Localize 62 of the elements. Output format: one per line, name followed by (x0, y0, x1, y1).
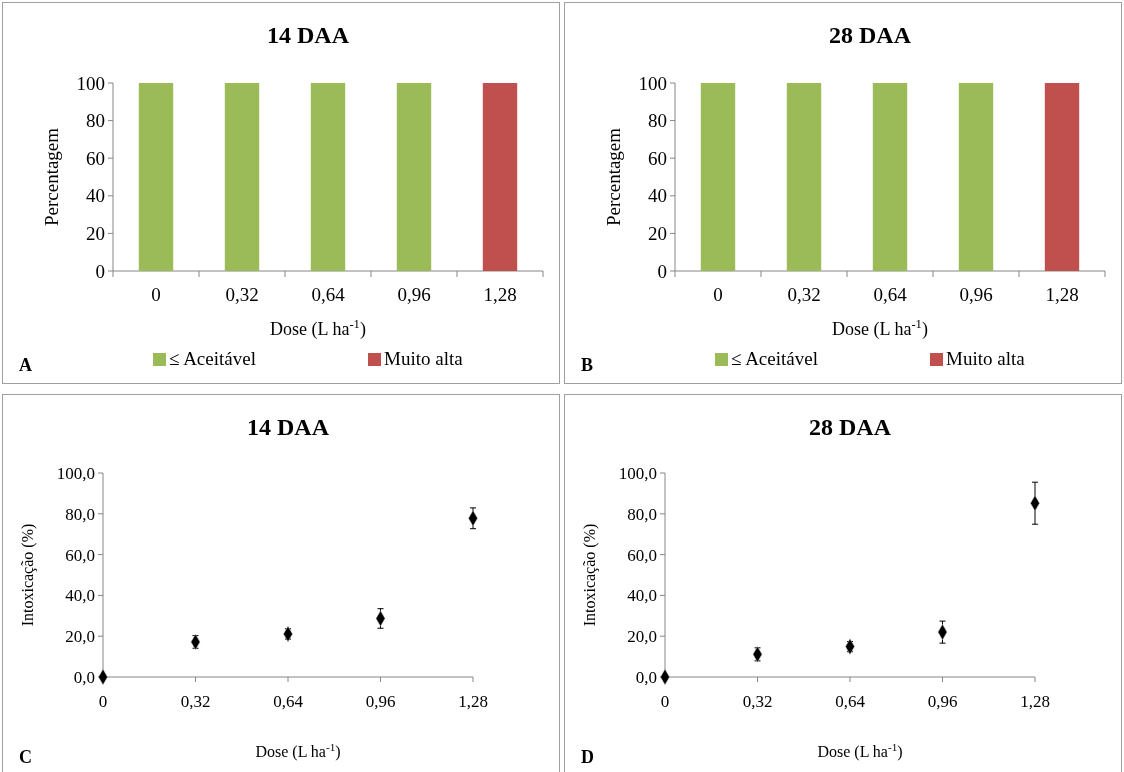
y-tick-label: 20,0 (627, 627, 657, 647)
x-axis-title: Dose (L ha$^{-1}$) (817, 741, 903, 761)
legend-label: ≤ Aceitável (169, 348, 256, 369)
x-tick-label: 1,28 (458, 692, 488, 711)
x-tick-label: 1,28 (483, 284, 517, 305)
x-tick-label: 0,32 (225, 284, 259, 305)
y-tick-label: 80,0 (65, 504, 95, 524)
y-tick-label: 100,0 (56, 463, 95, 483)
y-axis-title: Intoxicação (%) (19, 523, 37, 627)
x-tick-label: 0,96 (365, 692, 396, 711)
y-tick-label: 80 (648, 110, 667, 132)
y-tick-label: 100 (76, 72, 105, 94)
x-tick-label: 0 (713, 284, 723, 305)
y-tick-label: 20,0 (65, 627, 95, 647)
y-tick-label: 0,0 (635, 667, 657, 687)
x-tick-label: 0,96 (959, 284, 993, 305)
x-tick-label: 1,28 (1020, 692, 1050, 711)
text: B (581, 355, 594, 375)
y-tick-label: 100 (638, 72, 667, 94)
chart-title: 14 DAA (247, 414, 330, 440)
y-tick-label: 60,0 (65, 545, 95, 565)
chart-title: 14 DAA (267, 22, 350, 48)
text: A (19, 355, 32, 375)
x-tick-label: 0,64 (873, 284, 908, 305)
text: C (19, 747, 32, 767)
text: D (581, 747, 594, 767)
x-tick-label: 0,32 (787, 284, 821, 305)
y-tick-label: 20 (86, 223, 105, 245)
x-tick-label: 0,64 (311, 284, 346, 305)
y-tick-label: 40 (648, 185, 667, 207)
y-tick-label: 40 (86, 185, 105, 207)
x-tick-label: 0,96 (397, 284, 431, 305)
y-tick-label: 80 (86, 110, 105, 132)
legend-label: Muito alta (946, 348, 1026, 369)
legend-label: ≤ Aceitável (731, 348, 818, 369)
x-tick-label: 0,96 (927, 692, 958, 711)
y-tick-label: 0 (657, 260, 667, 282)
y-axis-title: Percentagem (603, 127, 624, 227)
y-tick-label: 60 (648, 147, 667, 169)
y-tick-label: 60,0 (627, 545, 657, 565)
y-tick-label: 40,0 (627, 586, 657, 606)
x-tick-label: 0,32 (742, 692, 773, 711)
y-axis-title: Percentagem (41, 127, 62, 227)
x-tick-label: 1,28 (1045, 284, 1079, 305)
y-tick-label: 40,0 (65, 586, 95, 606)
x-axis-title: Dose (L ha$^{-1}$) (832, 317, 928, 340)
chart-title: 28 DAA (829, 22, 912, 48)
y-tick-label: 20 (648, 223, 667, 245)
legend-label: Muito alta (384, 348, 464, 369)
y-tick-label: 60 (86, 147, 105, 169)
x-tick-label: 0 (151, 284, 161, 305)
x-axis-title: Dose (L ha$^{-1}$) (255, 741, 341, 761)
x-tick-label: 0,32 (180, 692, 211, 711)
y-tick-label: 100,0 (618, 463, 657, 483)
y-tick-label: 80,0 (627, 504, 657, 524)
x-tick-label: 0,64 (835, 692, 866, 711)
y-tick-label: 0 (95, 260, 105, 282)
chart-title: 28 DAA (809, 414, 892, 440)
x-tick-label: 0,64 (273, 692, 304, 711)
y-tick-label: 0,0 (73, 667, 95, 687)
x-axis-title: Dose (L ha$^{-1}$) (270, 317, 366, 340)
y-axis-title: Intoxicação (%) (581, 523, 599, 627)
